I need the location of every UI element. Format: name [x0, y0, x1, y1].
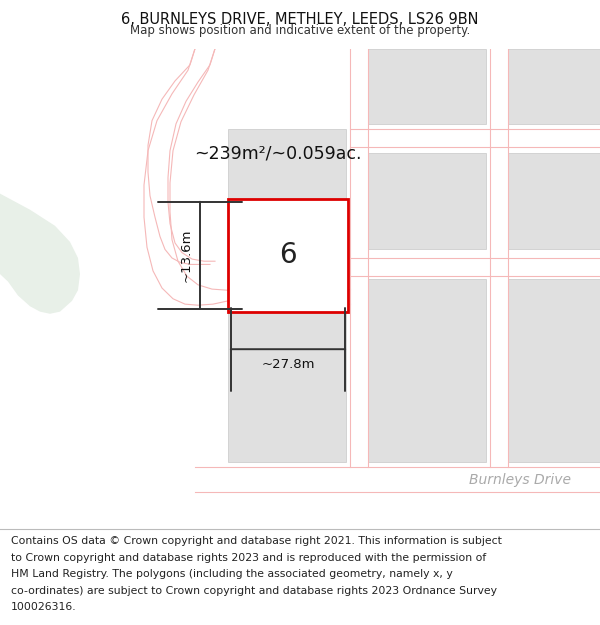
Bar — [508, 153, 600, 249]
Text: ~13.6m: ~13.6m — [180, 229, 193, 282]
Text: 6: 6 — [279, 241, 297, 269]
Bar — [228, 306, 346, 462]
Bar — [368, 153, 486, 249]
Text: Burnleys Drive: Burnleys Drive — [469, 473, 571, 487]
Bar — [508, 279, 600, 462]
Text: co-ordinates) are subject to Crown copyright and database rights 2023 Ordnance S: co-ordinates) are subject to Crown copyr… — [11, 586, 497, 596]
Text: Contains OS data © Crown copyright and database right 2021. This information is : Contains OS data © Crown copyright and d… — [11, 536, 502, 546]
Bar — [368, 279, 486, 462]
Polygon shape — [0, 49, 80, 314]
Bar — [368, 49, 486, 124]
Text: Map shows position and indicative extent of the property.: Map shows position and indicative extent… — [130, 24, 470, 36]
Text: ~27.8m: ~27.8m — [261, 357, 315, 371]
Bar — [508, 49, 600, 124]
Text: 6, BURNLEYS DRIVE, METHLEY, LEEDS, LS26 9BN: 6, BURNLEYS DRIVE, METHLEY, LEEDS, LS26 … — [121, 12, 479, 27]
Bar — [228, 199, 348, 312]
Text: to Crown copyright and database rights 2023 and is reproduced with the permissio: to Crown copyright and database rights 2… — [11, 552, 486, 562]
Text: 100026316.: 100026316. — [11, 602, 76, 612]
Text: HM Land Registry. The polygons (including the associated geometry, namely x, y: HM Land Registry. The polygons (includin… — [11, 569, 452, 579]
Text: ~239m²/~0.059ac.: ~239m²/~0.059ac. — [194, 145, 362, 163]
Bar — [228, 129, 346, 285]
